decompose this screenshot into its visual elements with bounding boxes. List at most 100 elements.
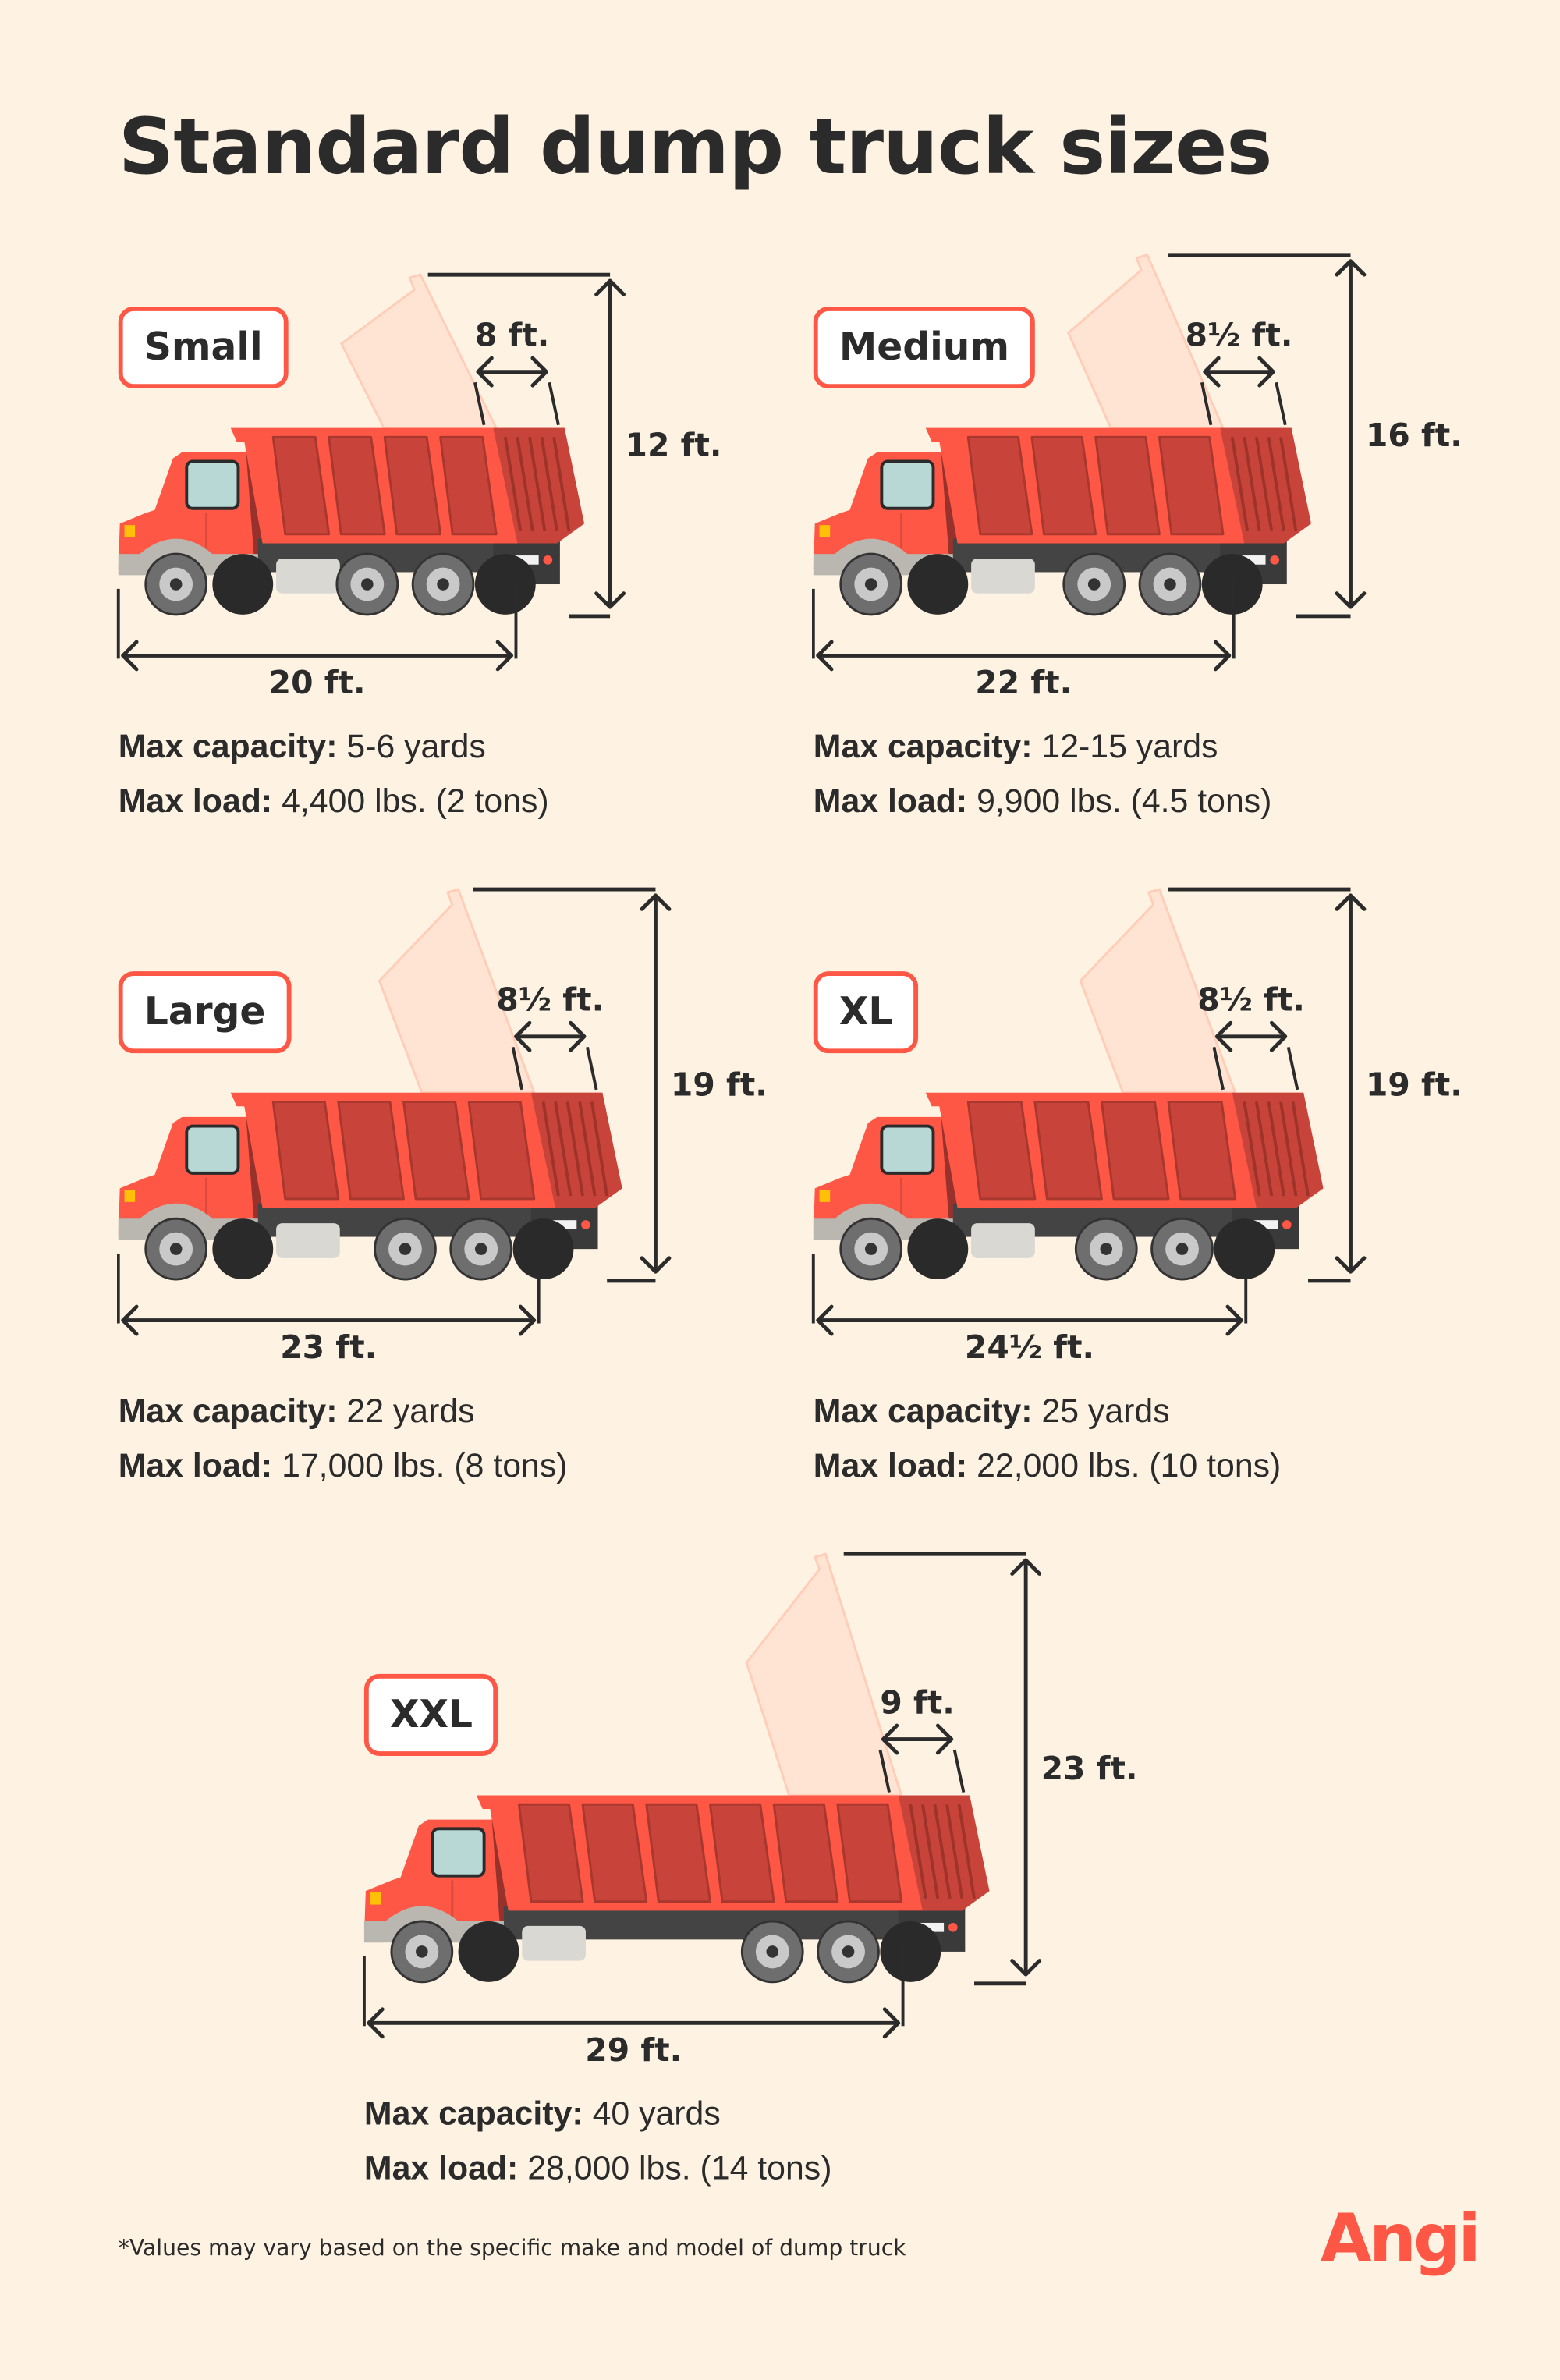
cab-window	[880, 459, 935, 510]
tailgate-rib	[1243, 436, 1261, 532]
length-label: 29 ft.	[585, 2031, 682, 2069]
wheel-hub	[399, 1243, 412, 1255]
headlight	[819, 1190, 831, 1202]
wheel-hub	[1164, 578, 1176, 591]
truck-card-xl: 8½ ft. 19 ft. 24½ ft. XL Max capacity: 25 …	[811, 887, 1512, 1514]
tailgate-rib	[957, 1804, 976, 1899]
arrowhead	[1213, 640, 1232, 672]
body-panel	[467, 1100, 536, 1201]
body-panel	[402, 1100, 470, 1201]
body-panel	[966, 435, 1034, 536]
tailgate-rib	[1230, 436, 1250, 532]
bed-width-label: 8 ft.	[475, 317, 549, 354]
truck-illustration: 8 ft. 12 ft. 20 ft.	[116, 272, 722, 701]
capacity-label: Max capacity:	[813, 1392, 1033, 1430]
wheel-hub	[437, 578, 449, 591]
body-panel	[337, 1100, 405, 1201]
load-value: 9,900 lbs. (4.5 tons)	[977, 781, 1272, 820]
arrowhead	[1257, 356, 1275, 388]
cab-window	[185, 459, 240, 510]
body-panel	[1094, 435, 1161, 536]
height-label: 19 ft.	[1366, 1066, 1462, 1104]
body-panel	[966, 1100, 1037, 1201]
length-label: 22 ft.	[975, 664, 1072, 701]
wheel-hub	[1087, 578, 1101, 591]
arrowhead	[1335, 591, 1367, 609]
arrowhead	[476, 356, 494, 388]
fuel-tank	[522, 1925, 586, 1961]
size-badge: Small	[118, 306, 289, 389]
tail-light	[543, 555, 553, 565]
cab-window	[880, 1124, 935, 1175]
rear-wheel	[907, 1218, 969, 1280]
tailgate-rib	[945, 1804, 964, 1899]
rear-wheel	[458, 1921, 519, 1982]
tailgate-rib	[503, 436, 523, 532]
raised-bed-ghost	[745, 1552, 903, 1797]
license-plate	[1241, 555, 1266, 565]
cab-window	[185, 1124, 240, 1175]
load-label: Max load:	[813, 1446, 968, 1484]
arrowhead	[1335, 1256, 1367, 1274]
rear-wheel	[880, 1921, 941, 1982]
body-panel	[1158, 435, 1225, 536]
bed-width-label: 8½ ft.	[1197, 981, 1305, 1019]
wheel-hub	[864, 1243, 878, 1255]
raised-bed-ghost	[339, 273, 498, 430]
arrowhead	[882, 2007, 901, 2039]
tailgate-rib	[540, 436, 558, 532]
capacity-line: Max capacity: 5-6 yards	[119, 727, 486, 767]
headlight	[124, 1190, 136, 1202]
capacity-line: Max capacity: 25 yards	[814, 1392, 1170, 1431]
body-panel	[383, 435, 442, 536]
license-plate	[552, 1220, 577, 1229]
load-label: Max load:	[363, 2148, 519, 2187]
truck-card-large: 8½ ft. 19 ft. 23 ft. Large Max capacity: 2…	[116, 887, 817, 1514]
truck-illustration: 8½ ft. 19 ft. 24½ ft.	[811, 887, 1462, 1366]
load-value: 28,000 lbs. (14 tons)	[527, 2148, 832, 2187]
load-value: 17,000 lbs. (8 tons)	[282, 1446, 568, 1484]
headlight	[124, 525, 136, 537]
capacity-label: Max capacity:	[118, 1392, 338, 1430]
arrowhead	[495, 640, 514, 672]
size-badge: Large	[118, 971, 292, 1054]
bed-width-tick	[586, 1046, 598, 1091]
capacity-line: Max capacity: 40 yards	[364, 2094, 721, 2134]
load-label: Max load:	[813, 781, 968, 820]
bed-width-label: 8½ ft.	[1186, 317, 1293, 354]
wheel-hub	[766, 1945, 779, 1958]
wheel-hub	[169, 1243, 183, 1255]
arrowhead	[367, 2007, 385, 2039]
size-badge: Medium	[813, 306, 1036, 389]
body-panel	[271, 1100, 340, 1201]
arrowhead	[530, 356, 548, 388]
tailgate-rib	[1267, 436, 1285, 532]
license-plate	[1253, 1220, 1278, 1229]
body-panel	[517, 1803, 584, 1903]
wheel-hub	[1100, 1243, 1113, 1255]
wheel-hub	[474, 1243, 488, 1255]
tailgate-rib	[1254, 436, 1274, 532]
tailgate-rib	[578, 1101, 597, 1197]
body-panel	[836, 1803, 903, 1903]
load-line: Max load: 22,000 lbs. (10 tons)	[814, 1446, 1282, 1486]
load-line: Max load: 28,000 lbs. (14 tons)	[364, 2149, 832, 2189]
rear-wheel	[907, 554, 969, 615]
arrowhead	[1269, 1020, 1288, 1052]
capacity-value: 22 yards	[346, 1392, 475, 1430]
tailgate-rib	[920, 1804, 940, 1899]
capacity-label: Max capacity:	[813, 726, 1033, 765]
truck-illustration: 8½ ft. 16 ft. 22 ft.	[811, 253, 1462, 701]
arrowhead	[935, 1723, 954, 1755]
bed-width-tick	[1212, 1046, 1225, 1091]
truck-card-xxl: 9 ft. 23 ft. 29 ft. XXL Max capacity: 40 y…	[362, 1552, 1137, 2217]
arrowhead	[816, 640, 834, 672]
tailgate-rib	[528, 436, 547, 532]
arrowhead	[1214, 1020, 1233, 1052]
height-label: 23 ft.	[1041, 1750, 1138, 1787]
arrowhead	[514, 1020, 532, 1052]
tailgate-rib	[1279, 1101, 1298, 1197]
truck-card-medium: 8½ ft. 16 ft. 22 ft. Medium Max capacity: …	[811, 243, 1512, 849]
capacity-label: Max capacity:	[363, 2094, 583, 2133]
capacity-line: Max capacity: 12-15 yards	[814, 727, 1218, 767]
